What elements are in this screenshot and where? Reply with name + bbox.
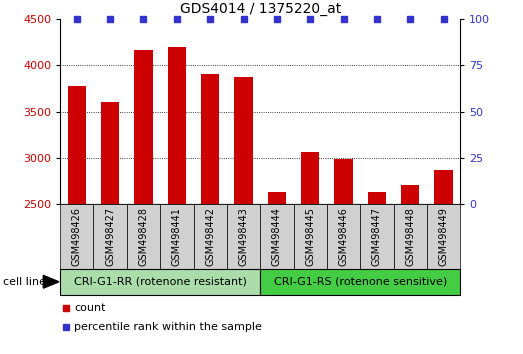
Bar bbox=[101, 102, 119, 204]
Bar bbox=[234, 76, 253, 204]
Bar bbox=[401, 185, 419, 204]
Bar bbox=[334, 159, 353, 204]
Bar bbox=[293, 204, 327, 269]
Text: CRI-G1-RS (rotenone sensitive): CRI-G1-RS (rotenone sensitive) bbox=[274, 277, 447, 287]
Bar bbox=[260, 269, 460, 295]
Text: GSM498441: GSM498441 bbox=[172, 207, 182, 266]
Text: GSM498427: GSM498427 bbox=[105, 207, 115, 266]
Text: GSM498446: GSM498446 bbox=[338, 207, 348, 266]
Title: GDS4014 / 1375220_at: GDS4014 / 1375220_at bbox=[179, 2, 341, 16]
Text: cell line: cell line bbox=[3, 277, 46, 287]
Text: GSM498448: GSM498448 bbox=[405, 207, 415, 266]
Bar bbox=[60, 269, 260, 295]
Bar bbox=[127, 204, 160, 269]
Text: GSM498449: GSM498449 bbox=[439, 207, 449, 266]
Text: GSM498447: GSM498447 bbox=[372, 207, 382, 266]
Bar bbox=[194, 204, 227, 269]
Text: CRI-G1-RR (rotenone resistant): CRI-G1-RR (rotenone resistant) bbox=[74, 277, 247, 287]
Bar bbox=[268, 192, 286, 204]
Text: GSM498444: GSM498444 bbox=[272, 207, 282, 266]
Bar bbox=[227, 204, 260, 269]
Bar bbox=[260, 204, 293, 269]
Text: GSM498445: GSM498445 bbox=[305, 207, 315, 266]
Bar bbox=[168, 47, 186, 204]
Bar bbox=[160, 204, 194, 269]
Polygon shape bbox=[43, 275, 59, 288]
Bar bbox=[327, 204, 360, 269]
Text: GSM498428: GSM498428 bbox=[139, 207, 149, 266]
Text: GSM498426: GSM498426 bbox=[72, 207, 82, 266]
Bar bbox=[427, 204, 460, 269]
Bar bbox=[360, 204, 393, 269]
Bar bbox=[60, 204, 94, 269]
Bar bbox=[368, 192, 386, 204]
Bar bbox=[94, 204, 127, 269]
Bar bbox=[134, 50, 153, 204]
Bar bbox=[67, 86, 86, 204]
Bar bbox=[301, 152, 320, 204]
Text: GSM498442: GSM498442 bbox=[205, 207, 215, 266]
Text: percentile rank within the sample: percentile rank within the sample bbox=[74, 322, 262, 332]
Text: count: count bbox=[74, 303, 106, 313]
Bar bbox=[201, 74, 219, 204]
Text: GSM498443: GSM498443 bbox=[238, 207, 248, 266]
Bar bbox=[393, 204, 427, 269]
Bar bbox=[435, 170, 453, 204]
